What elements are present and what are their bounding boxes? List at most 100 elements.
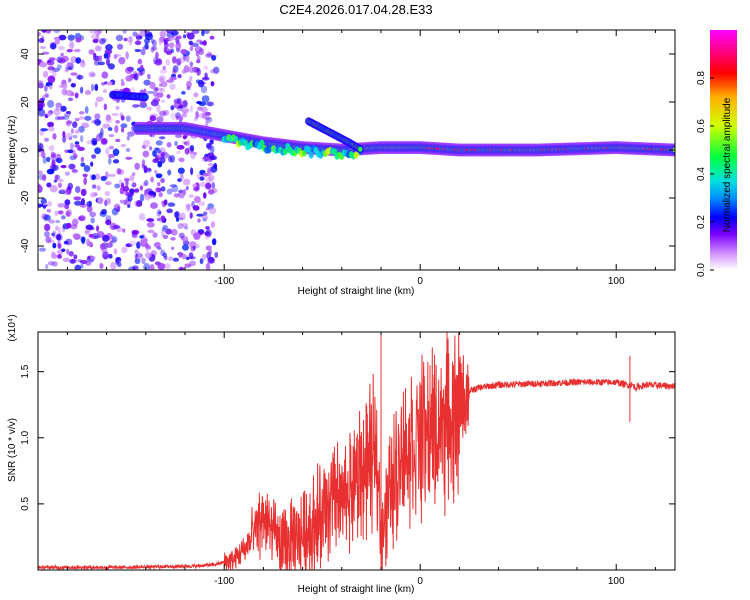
heat-scattered-noise xyxy=(138,238,147,247)
heat-scattered-noise xyxy=(133,104,137,109)
heat-scattered-noise xyxy=(206,51,213,57)
heat-scattered-noise xyxy=(70,82,76,88)
heat-scattered-noise xyxy=(178,115,183,121)
heat-scattered-noise xyxy=(160,230,165,237)
heat-scattered-noise xyxy=(65,132,73,141)
heat-scattered-noise xyxy=(49,184,58,193)
heat-scattered-noise xyxy=(115,138,121,143)
heat-scattered-noise xyxy=(38,145,42,153)
heat-scattered-noise xyxy=(210,81,215,87)
heat-scattered-noise xyxy=(44,137,49,142)
heat-scattered-noise xyxy=(86,205,93,213)
heat-scattered-noise xyxy=(80,156,85,163)
heat-scattered-noise xyxy=(46,112,52,117)
heat-scattered-noise xyxy=(70,128,75,134)
heat-scattered-noise xyxy=(167,36,174,42)
heat-scattered-noise xyxy=(197,106,203,111)
heat-scattered-noise xyxy=(182,107,190,113)
heat-scattered-noise xyxy=(115,105,120,110)
heat-scattered-noise xyxy=(54,157,60,162)
heat-scattered-noise xyxy=(88,226,95,231)
heat-signal-line xyxy=(308,151,314,159)
heat-scattered-noise xyxy=(52,133,57,140)
heat-scattered-noise xyxy=(188,194,194,198)
heat-scattered-noise xyxy=(46,168,55,175)
heat-scattered-noise xyxy=(41,30,47,33)
heat-scattered-noise xyxy=(73,254,78,260)
heat-scattered-noise xyxy=(92,38,99,44)
heat-scattered-noise xyxy=(80,263,84,269)
snr-y-multiplier: (x10⁴) xyxy=(7,314,18,341)
heat-scattered-noise xyxy=(64,204,70,210)
heat-scattered-noise xyxy=(108,173,116,178)
heat-scattered-noise xyxy=(147,167,152,172)
heat-scattered-noise xyxy=(179,173,184,181)
heat-scattered-noise xyxy=(48,126,55,132)
heat-scattered-noise xyxy=(202,156,210,160)
heat-scattered-noise xyxy=(169,184,178,188)
heat-scattered-noise xyxy=(88,71,96,78)
heat-scattered-noise xyxy=(89,192,96,198)
heat-scattered-noise xyxy=(48,57,56,61)
spectrogram-x-tick-label: 0 xyxy=(417,276,423,287)
heat-scattered-noise xyxy=(96,33,100,42)
heat-scattered-noise xyxy=(51,232,55,237)
heat-scattered-noise xyxy=(104,181,112,186)
heat-scattered-noise xyxy=(138,71,143,77)
heat-scattered-noise xyxy=(154,58,163,66)
heat-scattered-noise xyxy=(211,238,217,246)
heat-scattered-noise xyxy=(204,121,209,127)
heat-scattered-noise xyxy=(158,136,166,140)
heat-scattered-noise xyxy=(177,74,182,79)
heat-scattered-noise xyxy=(157,262,166,270)
heat-scattered-noise xyxy=(176,144,185,150)
heat-scattered-noise xyxy=(102,251,109,260)
heat-scattered-noise xyxy=(202,172,209,177)
heat-scattered-noise xyxy=(51,261,58,267)
heat-scattered-noise xyxy=(52,67,61,72)
heat-scattered-noise xyxy=(39,46,46,50)
heat-scattered-noise xyxy=(169,83,176,91)
heat-scattered-noise xyxy=(57,178,64,183)
heat-scattered-noise xyxy=(114,53,122,57)
heat-scattered-noise xyxy=(102,234,110,242)
heat-scattered-noise xyxy=(185,80,192,88)
heat-scattered-noise xyxy=(209,139,215,143)
snr-x-axis-label: Height of straight line (km) xyxy=(298,584,415,595)
heat-scattered-noise xyxy=(73,196,82,201)
heat-scattered-noise xyxy=(136,241,141,249)
heat-scattered-noise xyxy=(173,101,182,109)
heat-scattered-noise xyxy=(199,258,204,265)
heat-scattered-noise xyxy=(75,37,82,43)
spectrogram-x-tick-label: 100 xyxy=(608,276,625,287)
heat-scattered-noise xyxy=(105,116,113,124)
heat-scattered-noise xyxy=(107,157,112,165)
heat-scattered-noise xyxy=(181,113,188,118)
spectrogram-y-axis-label: Frequency (Hz) xyxy=(7,116,18,185)
heat-scattered-noise xyxy=(104,191,111,197)
heat-scattered-noise xyxy=(121,228,126,233)
heat-scattered-noise xyxy=(105,147,110,155)
heat-scattered-noise xyxy=(125,115,131,122)
heat-scattered-noise xyxy=(89,30,98,34)
heat-scattered-noise xyxy=(43,231,50,238)
heat-scattered-noise xyxy=(170,237,176,241)
spectrogram-heat-layer xyxy=(38,30,675,270)
heat-scattered-noise xyxy=(56,234,62,241)
heat-scattered-noise xyxy=(205,226,210,230)
heat-scattered-noise xyxy=(202,40,207,46)
heat-scattered-noise xyxy=(189,105,194,113)
heat-scattered-noise xyxy=(74,129,80,134)
heat-scattered-noise xyxy=(57,254,62,259)
heat-scattered-noise xyxy=(57,45,65,51)
heat-scattered-noise xyxy=(71,149,76,155)
heat-scattered-noise xyxy=(80,162,86,167)
heat-scattered-noise xyxy=(152,149,157,157)
heat-scattered-noise xyxy=(101,71,109,79)
heat-scattered-noise xyxy=(136,200,143,207)
heat-scattered-noise xyxy=(70,224,78,230)
heat-scattered-noise xyxy=(106,198,111,204)
heat-scattered-noise xyxy=(42,156,47,164)
heat-scattered-noise xyxy=(149,264,155,270)
